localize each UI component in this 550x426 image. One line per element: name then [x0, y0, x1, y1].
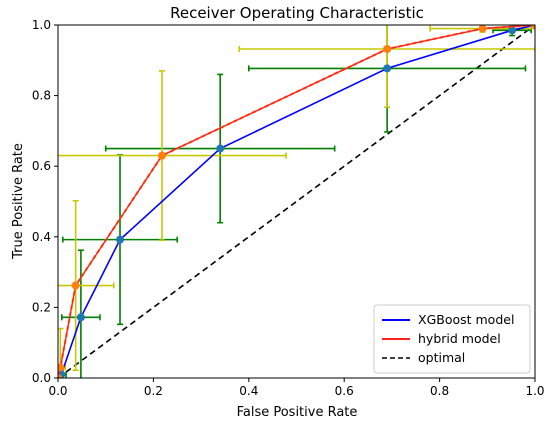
data-point-hybrid — [383, 45, 392, 54]
legend-box — [373, 304, 531, 374]
y-axis-label: True Positive Rate — [11, 143, 26, 260]
y-tick-label: 0.0 — [32, 371, 51, 385]
plot-area — [58, 25, 535, 378]
legend: XGBoost model hybrid model optimal — [373, 304, 531, 374]
x-tick-label: 0.2 — [144, 384, 163, 398]
axis-ticks: 0.0 0.2 0.4 0.6 0.8 1.0 0.0 0.2 0.4 0.6 0.8 1.0 — [32, 18, 545, 398]
data-point-hybrid — [531, 25, 535, 29]
y-tick-label: 0.4 — [32, 230, 51, 244]
data-point-hybrid — [157, 151, 166, 160]
data-point-xgboost — [508, 26, 517, 35]
x-axis-label: False Positive Rate — [237, 405, 358, 420]
y-tick-label: 0.2 — [32, 300, 51, 314]
data-point-xgboost — [76, 313, 85, 322]
y-tick-label: 0.8 — [32, 89, 51, 103]
legend-label-hybrid: hybrid model — [418, 331, 501, 346]
data-point-hybrid — [58, 374, 62, 378]
data-point-hybrid — [58, 363, 65, 372]
data-point-xgboost — [116, 235, 125, 244]
data-point-hybrid — [71, 281, 80, 290]
plot-frame — [57, 24, 536, 379]
x-tick-label: 0.0 — [48, 384, 67, 398]
series-line-xgboost — [58, 25, 535, 378]
y-tick-label: 0.6 — [32, 159, 51, 173]
chart-title: Receiver Operating Characteristic — [170, 4, 424, 22]
data-point-hybrid — [478, 25, 487, 33]
legend-label-optimal: optimal — [418, 350, 465, 365]
x-tick-label: 1.0 — [525, 384, 544, 398]
data-point-xgboost — [383, 64, 392, 73]
x-tick-label: 0.8 — [430, 384, 449, 398]
series-line-optimal — [58, 25, 535, 378]
data-point-xgboost — [216, 144, 225, 153]
series-group — [58, 25, 535, 378]
x-tick-label: 0.4 — [239, 384, 258, 398]
x-tick-label: 0.6 — [335, 384, 354, 398]
legend-label-xgboost: XGBoost model — [418, 312, 514, 327]
y-tick-label: 1.0 — [32, 18, 51, 32]
